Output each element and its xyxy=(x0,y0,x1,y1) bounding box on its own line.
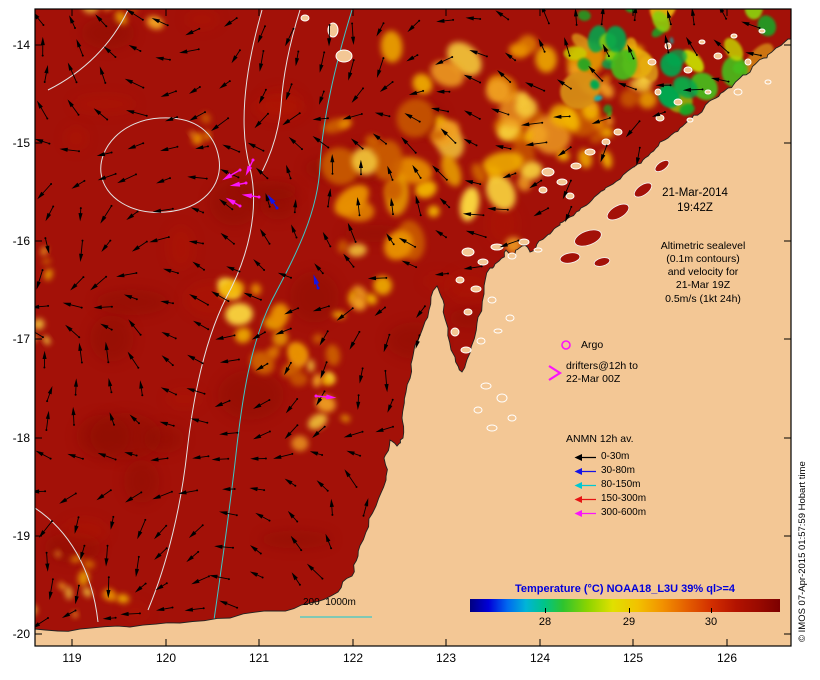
colorbar-tick xyxy=(545,608,546,613)
colorbar xyxy=(470,599,780,612)
x-tick-label: 125 xyxy=(622,651,644,665)
altimetric-note: Altimetric sealevel (0.1m contours) and … xyxy=(645,240,761,306)
depth-range-label: 30-80m xyxy=(601,464,635,476)
altimetric-note-line: (0.1m contours) xyxy=(666,253,740,266)
y-tick-label: -14 xyxy=(12,38,30,52)
islands xyxy=(300,14,772,432)
colorbar-tick-label: 30 xyxy=(704,616,718,628)
x-tick-label: 119 xyxy=(62,651,82,665)
drifter-chevron xyxy=(548,365,563,381)
depth-arrow-icon xyxy=(574,481,596,489)
depth-arrow-icon xyxy=(574,467,596,475)
drifters-note: drifters@12h to 22-Mar 00Z xyxy=(566,360,638,386)
colorbar-title: Temperature (°C) NOAA18_L3U 39% ql>=4 xyxy=(515,583,735,595)
altimetric-note-line: 0.5m/s (1kt 24h) xyxy=(665,292,741,305)
altimetric-contours xyxy=(35,9,353,623)
velocity-arrow-field xyxy=(35,9,762,628)
axes-frame xyxy=(34,8,792,647)
depth-range-label: 300-600m xyxy=(601,506,647,518)
y-tick-label: -20 xyxy=(12,627,30,641)
imos-watermark: © IMOS 07-Apr-2015 01:57:59 Hobart time xyxy=(797,461,808,642)
x-tick-label: 124 xyxy=(529,651,551,665)
x-tick-label: 120 xyxy=(155,651,177,665)
timestamp-time: 19:42Z xyxy=(677,202,713,214)
land-mass xyxy=(35,38,791,646)
y-tick-label: -15 xyxy=(12,136,30,150)
anmn-legend-item-30-80m: 30-80m xyxy=(572,464,646,478)
depth-range-label: 0-30m xyxy=(601,450,630,462)
drifters-note-line: 22-Mar 00Z xyxy=(566,373,621,386)
argo-float-marker xyxy=(561,340,571,350)
colorbar-tick xyxy=(711,608,712,613)
colorbar-tick-label: 28 xyxy=(538,616,552,628)
coastal-inlets xyxy=(559,159,670,267)
timestamp-date: 21-Mar-2014 xyxy=(662,187,728,199)
y-tick-label: -17 xyxy=(12,332,30,346)
y-tick-label: -16 xyxy=(12,234,30,248)
x-tick-label: 122 xyxy=(342,651,364,665)
y-tick-label: -18 xyxy=(12,431,30,445)
y-tick-label: -19 xyxy=(12,529,30,543)
argo-label: Argo xyxy=(581,339,604,351)
x-tick-label: 121 xyxy=(248,651,270,665)
drifters-note-line: drifters@12h to xyxy=(566,360,638,372)
altimetric-note-line: 21-Mar 19Z xyxy=(675,279,731,292)
depth-arrow-icon xyxy=(574,495,596,503)
depth-arrow-icon xyxy=(574,453,596,461)
colorbar-tick xyxy=(629,608,630,613)
anmn-legend: 0-30m 30-80m 80-150m 150-300m 300-600m xyxy=(572,450,646,520)
altimetric-note-line: Altimetric sealevel xyxy=(660,240,746,252)
map-plot-area xyxy=(35,9,791,646)
anmn-legend-item-80-150m: 80-150m xyxy=(572,478,646,492)
depth-range-label: 150-300m xyxy=(601,492,647,504)
x-tick-label: 123 xyxy=(435,651,457,665)
anmn-legend-item-300-600m: 300-600m xyxy=(572,506,646,520)
colorbar-tick-label: 29 xyxy=(622,616,636,628)
x-tick-label: 126 xyxy=(716,651,738,665)
anmn-legend-title: ANMN 12h av. xyxy=(566,433,634,445)
altimetric-note-line: and velocity for xyxy=(667,266,739,279)
anmn-legend-item-150-300m: 150-300m xyxy=(572,492,646,506)
depth-arrow-icon xyxy=(574,509,596,517)
scale-bar-label: 200 1000m xyxy=(303,597,356,608)
mooring-drifter-arrows xyxy=(222,158,571,400)
depth-range-label: 80-150m xyxy=(601,478,641,490)
anmn-legend-item-0-30m: 0-30m xyxy=(572,450,646,464)
